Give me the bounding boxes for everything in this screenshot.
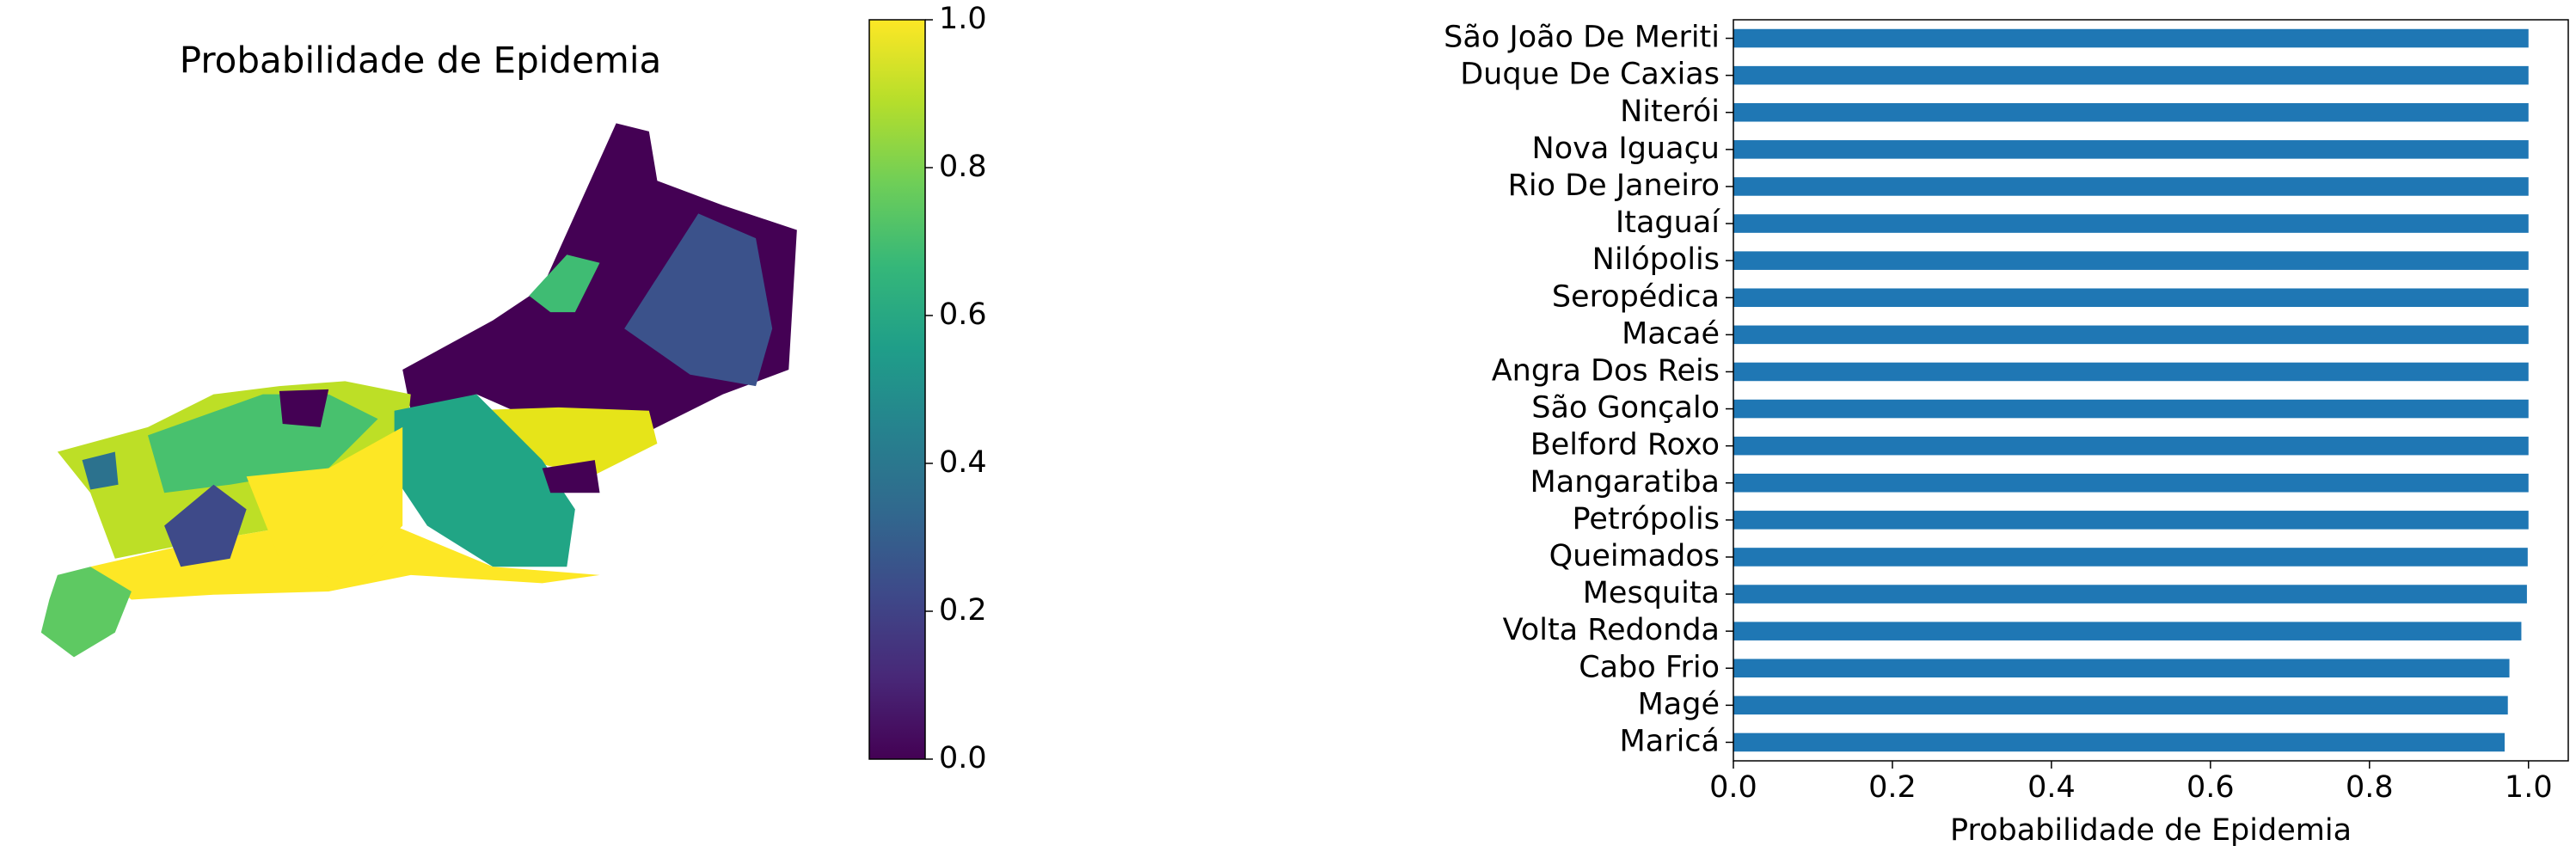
x-tick-label: 0.0 — [1709, 770, 1757, 805]
x-tick-label: 1.0 — [2505, 770, 2553, 805]
y-tick-label: Itaguaí — [1616, 205, 1720, 240]
y-tick-label: Magé — [1638, 687, 1720, 721]
x-tick-label: 0.8 — [2346, 770, 2394, 805]
bar — [1733, 695, 2508, 715]
bar — [1733, 399, 2529, 419]
colorbar — [868, 19, 926, 760]
y-tick-label: São João De Meriti — [1444, 21, 1720, 55]
bar — [1733, 177, 2529, 196]
bar — [1733, 362, 2529, 382]
bar — [1733, 214, 2529, 233]
bar — [1733, 28, 2529, 48]
colorbar-tick-label: 0.8 — [939, 150, 987, 184]
map — [40, 123, 797, 658]
region — [624, 213, 773, 387]
y-tick-label: Belford Roxo — [1530, 428, 1720, 463]
bar — [1733, 325, 2529, 345]
region — [394, 394, 575, 567]
colorbar-tick-label: 0.0 — [939, 741, 987, 775]
y-tick-label: Nilópolis — [1592, 242, 1720, 277]
y-tick-label: Volta Redonda — [1503, 613, 1720, 647]
bar — [1733, 511, 2529, 530]
region — [542, 460, 600, 493]
y-tick-label: Rio De Janeiro — [1508, 169, 1720, 203]
y-tick-label: Mesquita — [1583, 576, 1720, 610]
y-tick-label: São Gonçalo — [1531, 391, 1720, 426]
bar — [1733, 659, 2510, 678]
bar — [1733, 140, 2529, 159]
y-tick-label: Cabo Frio — [1579, 650, 1720, 684]
y-tick-label: Angra Dos Reis — [1492, 353, 1720, 388]
bar — [1733, 102, 2529, 122]
y-tick-label: Nova Iguaçu — [1532, 132, 1720, 166]
region — [40, 567, 132, 658]
axes-frame — [1733, 19, 2569, 762]
colorbar-tick-label: 0.6 — [939, 297, 987, 332]
y-tick-label: Maricá — [1620, 724, 1720, 758]
y-tick-label: Macaé — [1622, 316, 1720, 351]
bar — [1733, 548, 2528, 567]
bar — [1733, 288, 2529, 308]
y-tick-label: Queimados — [1549, 539, 1720, 573]
region — [460, 407, 658, 477]
region — [529, 254, 600, 313]
y-tick-label: Duque De Caxias — [1460, 58, 1720, 92]
bar — [1733, 251, 2529, 270]
region — [279, 389, 329, 427]
region — [246, 426, 403, 584]
x-tick-label: 0.6 — [2187, 770, 2235, 805]
x-tick-label: 0.4 — [2027, 770, 2076, 805]
map-title: Probabilidade de Epidemia — [180, 40, 661, 82]
bar — [1733, 436, 2529, 456]
x-tick-label: 0.2 — [1868, 770, 1917, 805]
y-tick-label: Niterói — [1620, 95, 1720, 129]
bar — [1733, 65, 2529, 85]
y-tick-label: Seropédica — [1552, 279, 1720, 314]
colorbar-tick-label: 0.4 — [939, 445, 987, 480]
bar — [1733, 473, 2529, 493]
bar — [1733, 622, 2522, 640]
region — [82, 451, 119, 490]
y-tick-label: Mangaratiba — [1530, 465, 1720, 499]
colorbar-tick-label: 1.0 — [939, 2, 987, 36]
y-tick-label: Petrópolis — [1573, 502, 1720, 536]
region — [164, 484, 247, 567]
bar — [1733, 585, 2527, 604]
colorbar-tick-label: 0.2 — [939, 593, 987, 628]
bar — [1733, 732, 2505, 752]
x-axis-label: Probabilidade de Epidemia — [1950, 813, 2352, 848]
